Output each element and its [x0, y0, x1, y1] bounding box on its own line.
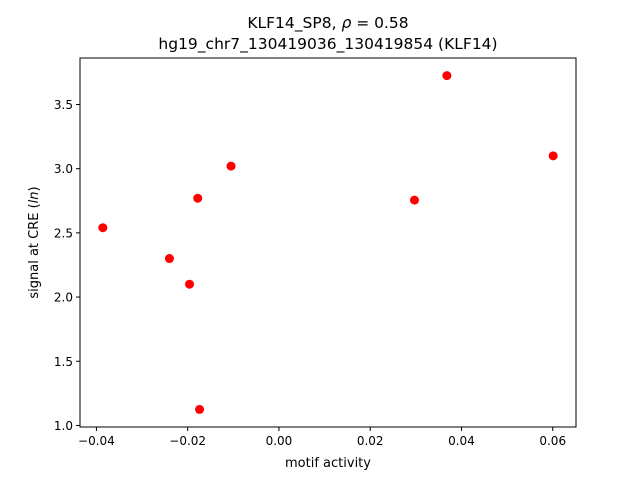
x-tick-label: 0.00	[266, 434, 293, 448]
x-tick-label: −0.04	[78, 434, 115, 448]
x-tick-label: 0.02	[357, 434, 384, 448]
data-point	[226, 161, 236, 171]
chart-title-line-2: hg19_chr7_130419036_130419854 (KLF14)	[158, 35, 497, 54]
y-tick-label: 3.0	[54, 162, 73, 176]
data-point	[98, 223, 108, 233]
x-tick-label: 0.04	[448, 434, 475, 448]
x-tick-label: −0.02	[169, 434, 206, 448]
data-point	[185, 279, 195, 289]
y-tick-label: 1.5	[54, 355, 73, 369]
x-tick-label: 0.06	[539, 434, 566, 448]
plot-area: −0.04 −0.02 0.00 0.02 0.04 0.06 1.0 1.5 2.0 2.5 3.…	[54, 71, 566, 448]
data-point	[164, 254, 174, 264]
y-tick-label: 2.0	[54, 291, 73, 305]
y-tick-label: 1.0	[54, 419, 73, 433]
data-point	[195, 404, 205, 414]
data-point	[548, 151, 558, 161]
axes-frame	[79, 57, 577, 428]
x-axis-label: motif activity	[285, 456, 371, 471]
data-point	[409, 195, 419, 205]
y-tick-label: 3.5	[54, 98, 73, 112]
data-point	[442, 71, 452, 81]
y-axis-label: signal at CRE (ln)	[27, 186, 42, 298]
chart-title-line-1: KLF14_SP8, ρ = 0.58	[247, 14, 408, 33]
y-tick-label: 2.5	[54, 226, 73, 240]
data-point	[193, 193, 203, 203]
